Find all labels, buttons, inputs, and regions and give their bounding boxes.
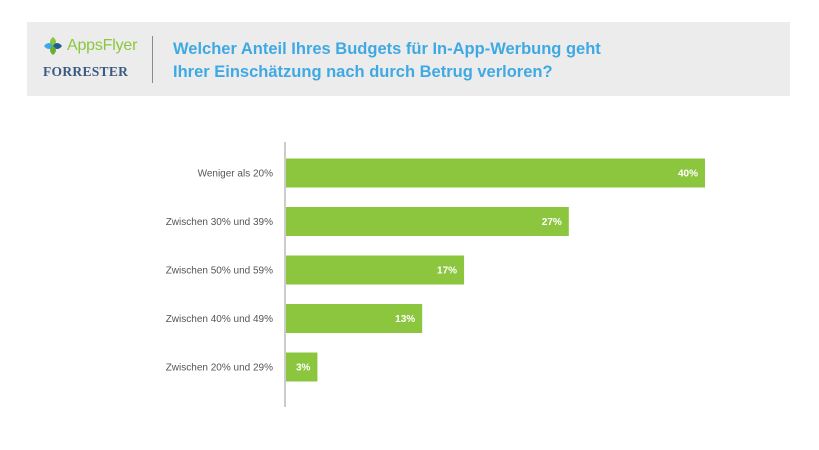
category-label-3: Zwischen 40% und 49%: [166, 314, 273, 325]
category-label-4: Zwischen 20% und 29%: [166, 363, 273, 374]
bar-3: [286, 304, 423, 333]
bar-2: [286, 255, 465, 285]
bar-1: [286, 207, 569, 236]
logo-group: AppsFlyer FORRESTER: [41, 32, 151, 88]
category-label-0: Weniger als 20%: [198, 169, 274, 180]
value-label-1: 27%: [542, 217, 562, 228]
appsflyer-leaf-icon: [44, 37, 62, 55]
appsflyer-logo-text: AppsFlyer: [67, 37, 138, 54]
value-label-0: 40%: [678, 169, 698, 180]
value-label-4: 3%: [296, 363, 311, 374]
forrester-logo: FORRESTER: [43, 64, 129, 79]
value-label-2: 17%: [437, 266, 457, 277]
bar-4: [286, 352, 318, 382]
category-label-1: Zwischen 30% und 39%: [166, 217, 273, 228]
appsflyer-logo: AppsFlyer: [41, 32, 151, 60]
bar-0: [286, 158, 705, 188]
category-label-2: Zwischen 50% und 59%: [166, 266, 273, 277]
value-label-3: 13%: [395, 314, 415, 325]
header-banner: AppsFlyer FORRESTER Welcher Anteil Ihres…: [27, 22, 790, 96]
chart-title-line-1: Welcher Anteil Ihres Budgets für In-App-…: [173, 40, 601, 58]
chart-title: Welcher Anteil Ihres Budgets für In-App-…: [173, 38, 773, 84]
chart-title-line-2: Ihrer Einschätzung nach durch Betrug ver…: [173, 63, 553, 81]
header-divider: [152, 36, 153, 83]
